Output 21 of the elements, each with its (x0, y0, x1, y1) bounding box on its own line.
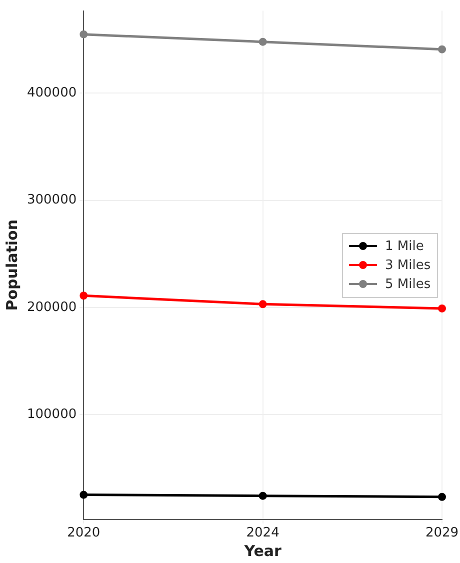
y-tick-label: 200000 (26, 300, 77, 315)
legend-label: 5 Miles (385, 276, 431, 292)
point (438, 304, 446, 312)
point (80, 292, 88, 300)
legend-label: 3 Miles (385, 258, 431, 273)
x-axis-title: Year (243, 542, 282, 560)
point (80, 490, 88, 499)
y-axis-title: Population (2, 219, 21, 311)
point (438, 492, 446, 501)
point (258, 300, 267, 308)
y-tick-label: 100000 (26, 406, 77, 422)
legend-label: 1 Mile (385, 238, 424, 254)
x-tick-label: 2024 (246, 526, 280, 541)
x-tick-label: 2020 (67, 526, 100, 541)
point (438, 45, 446, 54)
point (258, 38, 267, 46)
y-tick-label: 300000 (26, 192, 77, 208)
point (258, 492, 267, 500)
y-tick-label: 400000 (26, 86, 77, 101)
point (80, 30, 88, 38)
x-tick-label: 2029 (425, 526, 459, 541)
